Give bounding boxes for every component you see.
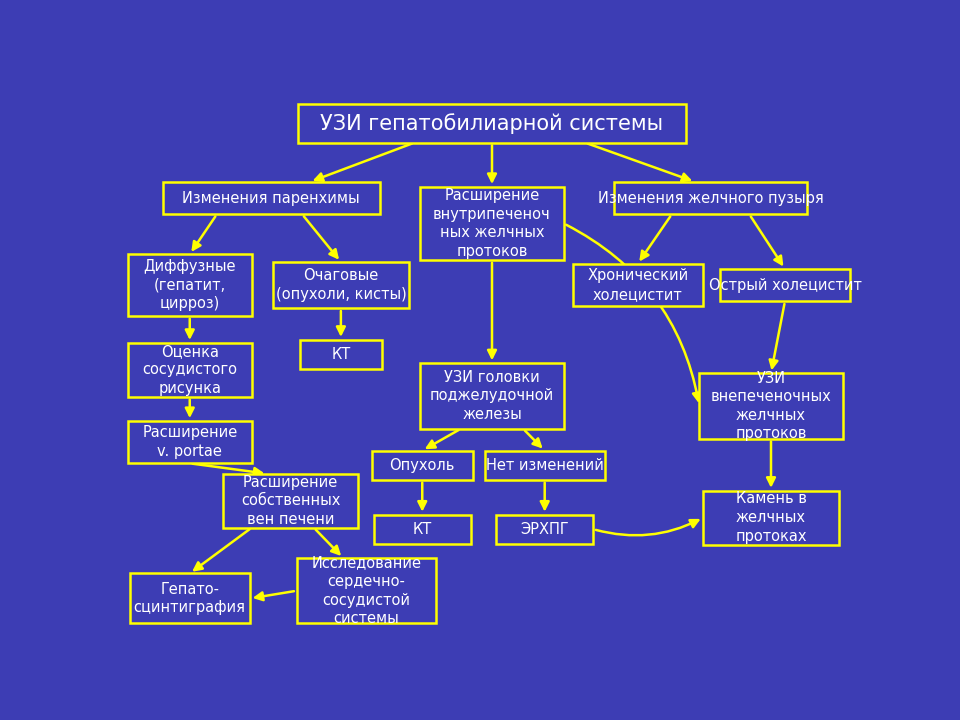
FancyBboxPatch shape: [496, 515, 593, 544]
FancyBboxPatch shape: [128, 254, 252, 316]
Text: Диффузные
(гепатит,
цирроз): Диффузные (гепатит, цирроз): [143, 259, 236, 311]
FancyBboxPatch shape: [373, 515, 470, 544]
FancyBboxPatch shape: [613, 182, 807, 215]
FancyBboxPatch shape: [720, 269, 850, 301]
Text: Расширение
v. portae: Расширение v. portae: [142, 426, 237, 459]
FancyBboxPatch shape: [128, 421, 252, 463]
Text: Гепато-
сцинтиграфия: Гепато- сцинтиграфия: [133, 582, 246, 616]
Text: КТ: КТ: [413, 522, 432, 536]
FancyBboxPatch shape: [300, 340, 381, 369]
Text: Острый холецистит: Острый холецистит: [708, 277, 861, 292]
Text: Изменения желчного пузыря: Изменения желчного пузыря: [598, 191, 824, 205]
Text: Расширение
внутрипеченоч
ных желчных
протоков: Расширение внутрипеченоч ных желчных про…: [433, 188, 551, 259]
FancyBboxPatch shape: [130, 573, 250, 624]
FancyBboxPatch shape: [297, 558, 436, 624]
FancyBboxPatch shape: [572, 264, 703, 306]
FancyBboxPatch shape: [420, 363, 564, 428]
Text: КТ: КТ: [331, 347, 350, 362]
FancyBboxPatch shape: [299, 104, 685, 143]
Text: Нет изменений: Нет изменений: [486, 458, 604, 473]
Text: УЗИ
внепеченочных
желчных
протоков: УЗИ внепеченочных желчных протоков: [710, 371, 831, 441]
FancyBboxPatch shape: [699, 373, 843, 438]
Text: Опухоль: Опухоль: [390, 458, 455, 473]
Text: УЗИ гепатобилиарной системы: УЗИ гепатобилиарной системы: [321, 113, 663, 134]
Text: УЗИ головки
поджелудочной
железы: УЗИ головки поджелудочной железы: [430, 370, 554, 422]
FancyBboxPatch shape: [273, 262, 409, 308]
FancyBboxPatch shape: [485, 451, 605, 480]
Text: ЭРХПГ: ЭРХПГ: [520, 522, 569, 536]
Text: Расширение
собственных
вен печени: Расширение собственных вен печени: [241, 474, 340, 527]
Text: Камень в
желчных
протоках: Камень в желчных протоках: [735, 492, 806, 544]
FancyBboxPatch shape: [162, 182, 379, 215]
Text: Исследование
сердечно-
сосудистой
системы: Исследование сердечно- сосудистой систем…: [311, 555, 421, 626]
FancyBboxPatch shape: [372, 451, 472, 480]
Text: Оценка
сосудистого
рисунка: Оценка сосудистого рисунка: [142, 343, 237, 396]
FancyBboxPatch shape: [703, 490, 839, 544]
FancyBboxPatch shape: [420, 187, 564, 260]
Text: Хронический
холецистит: Хронический холецистит: [588, 269, 688, 302]
FancyBboxPatch shape: [128, 343, 252, 397]
FancyBboxPatch shape: [223, 474, 358, 528]
Text: Очаговые
(опухоли, кисты): Очаговые (опухоли, кисты): [276, 269, 406, 302]
Text: Изменения паренхимы: Изменения паренхимы: [182, 191, 360, 205]
